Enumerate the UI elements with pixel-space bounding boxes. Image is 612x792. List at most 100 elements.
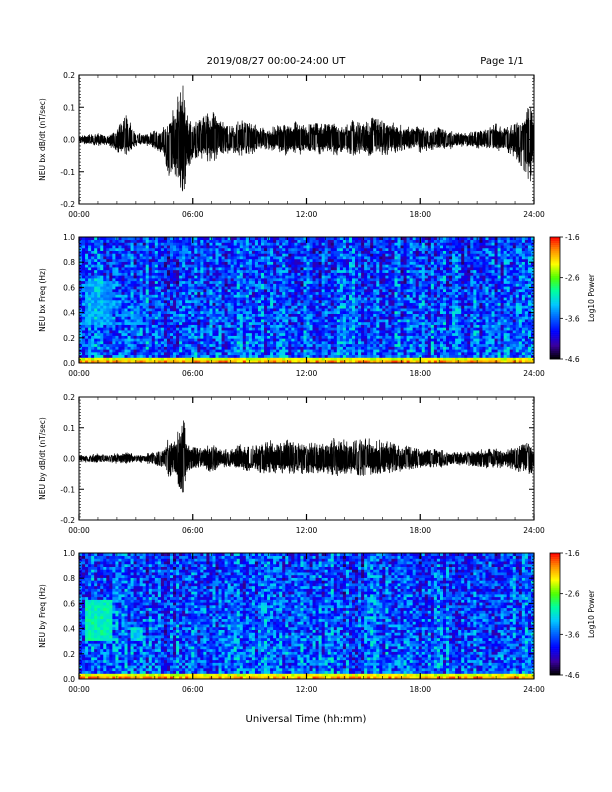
heatmap-cell — [342, 330, 347, 334]
heatmap-cell — [142, 360, 147, 364]
heatmap-cell — [254, 280, 259, 284]
heatmap-cell — [94, 278, 98, 282]
heatmap-cell — [267, 247, 271, 251]
heatmap-cell — [151, 313, 156, 317]
heatmap-cell — [315, 264, 319, 268]
heatmap-cell — [294, 247, 298, 251]
heatmap-cell — [282, 360, 286, 364]
heatmap-cell — [361, 269, 365, 273]
heatmap-cell — [348, 280, 353, 284]
heatmap-cell — [188, 305, 192, 309]
heatmap-cell — [330, 267, 335, 271]
heatmap-cell — [130, 286, 134, 290]
heatmap-cell — [251, 302, 256, 306]
heatmap-cell — [364, 256, 368, 260]
heatmap-cell — [276, 291, 280, 295]
heatmap-cell — [182, 300, 186, 304]
heatmap-cell — [279, 269, 283, 273]
heatmap-cell — [94, 261, 98, 265]
heatmap-cell — [97, 291, 101, 295]
heatmap-cell — [85, 269, 89, 273]
heatmap-cell — [151, 297, 156, 301]
heatmap-cell — [191, 256, 195, 260]
heatmap-cell — [127, 343, 131, 347]
heatmap-cell — [382, 261, 386, 265]
heatmap-cell — [115, 324, 119, 328]
heatmap-cell — [300, 310, 304, 314]
heatmap-cell — [291, 247, 295, 251]
heatmap-cell — [315, 349, 319, 353]
heatmap-cell — [103, 300, 107, 304]
heatmap-cell — [79, 327, 83, 331]
heatmap-cell — [170, 354, 174, 358]
heatmap-cell — [118, 280, 122, 284]
heatmap-cell — [251, 289, 256, 293]
heatmap-cell — [279, 261, 283, 265]
heatmap-cell — [206, 256, 210, 260]
heatmap-cell — [257, 352, 262, 356]
heatmap-cell — [382, 316, 386, 320]
heatmap-cell — [270, 300, 274, 304]
heatmap-cell — [291, 239, 295, 243]
heatmap-cell — [151, 258, 156, 262]
heatmap-cell — [239, 264, 244, 268]
heatmap-cell — [306, 286, 310, 290]
heatmap-cell — [170, 310, 174, 314]
heatmap-cell — [373, 258, 377, 262]
heatmap-cell — [79, 341, 83, 345]
heatmap-cell — [288, 294, 292, 298]
heatmap-cell — [355, 343, 359, 347]
heatmap-cell — [194, 294, 198, 298]
heatmap-cell — [248, 253, 253, 257]
heatmap-cell — [215, 327, 219, 331]
heatmap-cell — [166, 338, 171, 342]
heatmap-cell — [321, 264, 325, 268]
heatmap-cell — [288, 335, 292, 339]
heatmap-cell — [342, 297, 347, 301]
heatmap-cell — [361, 247, 365, 251]
heatmap-cell — [282, 332, 286, 336]
heatmap-cell — [124, 343, 128, 347]
heatmap-cell — [345, 256, 350, 260]
heatmap-cell — [285, 302, 289, 306]
heatmap-cell — [267, 343, 271, 347]
heatmap-cell — [145, 250, 150, 254]
heatmap-cell — [352, 352, 356, 356]
heatmap-cell — [115, 291, 119, 295]
heatmap-cell — [136, 286, 140, 290]
heatmap-cell — [327, 286, 332, 290]
heatmap-cell — [97, 289, 101, 293]
heatmap-cell — [133, 341, 137, 345]
heatmap-cell — [388, 308, 392, 312]
heatmap-cell — [209, 264, 213, 268]
heatmap-cell — [127, 324, 131, 328]
heatmap-cell — [112, 245, 116, 249]
heatmap-cell — [257, 341, 262, 345]
heatmap-cell — [248, 258, 253, 262]
heatmap-cell — [376, 297, 380, 301]
heatmap-cell — [206, 324, 210, 328]
heatmap-cell — [321, 286, 325, 290]
heatmap-cell — [163, 321, 168, 325]
heatmap-cell — [303, 289, 307, 293]
heatmap-cell — [173, 280, 177, 284]
heatmap-cell — [91, 321, 95, 325]
heatmap-cell — [218, 305, 222, 309]
heatmap-cell — [218, 291, 222, 295]
heatmap-cell — [254, 341, 259, 345]
heatmap-cell — [188, 338, 192, 342]
heatmap-cell — [182, 245, 186, 249]
heatmap-cell — [163, 269, 168, 273]
heatmap-cell — [303, 300, 307, 304]
heatmap-cell — [112, 341, 116, 345]
heatmap-cell — [121, 308, 125, 312]
heatmap-cell — [391, 335, 395, 339]
heatmap-cell — [206, 258, 210, 262]
heatmap-cell — [288, 278, 292, 282]
heatmap-cell — [276, 357, 280, 361]
heatmap-cell — [136, 237, 140, 241]
heatmap-cell — [379, 280, 383, 284]
heatmap-cell — [215, 332, 219, 336]
heatmap-cell — [91, 346, 95, 350]
heatmap-cell — [388, 354, 392, 358]
